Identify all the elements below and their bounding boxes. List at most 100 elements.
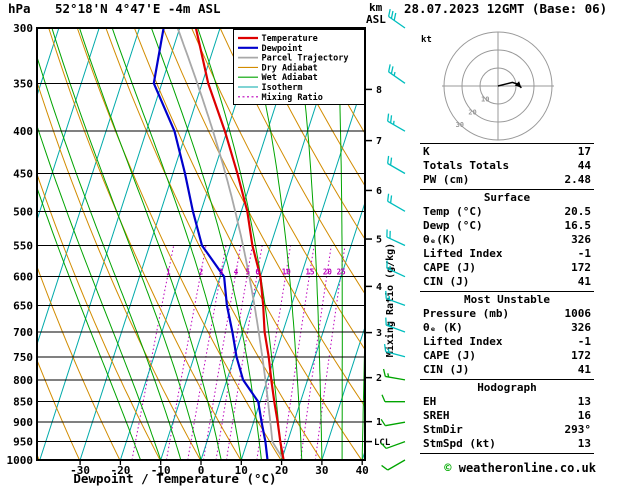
metric-row: θₑ(K) 326 <box>420 233 594 247</box>
legend-label: Wet Adiabat <box>262 72 318 83</box>
isotherm-line <box>79 28 221 460</box>
mixing-ratio-value-label: 10 <box>282 267 292 276</box>
pressure-tick-label: 650 <box>13 299 33 312</box>
km-tick-label: 1 <box>376 417 382 428</box>
legend-label: Temperature <box>262 34 318 44</box>
metric-row: Lifted Index -1 <box>420 335 594 349</box>
pressure-tick-label: 900 <box>13 416 33 429</box>
metric-label: Pressure (mb) <box>423 307 510 320</box>
wind-barb <box>382 368 406 381</box>
temp-tick-label: -30 <box>70 464 90 477</box>
metric-value: 326 <box>571 321 591 334</box>
hodograph-ring <box>443 31 553 141</box>
metric-value: 326 <box>571 233 591 246</box>
pressure-tick-label: 600 <box>13 271 33 284</box>
panel-section: Most Unstable Pressure (mb) 1006 θₑ (K) 326 L… <box>420 291 594 379</box>
wet-adiabat-line <box>51 28 202 460</box>
pressure-tick-label: 1000 <box>7 454 34 467</box>
metric-value: -1 <box>577 247 591 260</box>
metric-value: 172 <box>571 261 591 274</box>
km-tick-label: 4 <box>376 282 382 293</box>
metric-row: EH 13 <box>420 395 594 409</box>
temp-tick-label: 40 <box>356 464 369 477</box>
mixing-ratio-value-labels: 1 2 3 4 5 6 10 15 20 25 <box>166 267 346 276</box>
metric-value: -1 <box>577 335 591 348</box>
pressure-tick-label: 700 <box>13 326 33 339</box>
hodograph-ring-label: 20 <box>468 108 476 116</box>
wind-barb <box>387 193 406 212</box>
metric-label: Lifted Index <box>423 335 503 348</box>
pressure-tick-label: 850 <box>13 396 33 409</box>
metric-label: Temp (°C) <box>423 205 483 218</box>
metric-row: Totals Totals 44 <box>420 159 594 173</box>
mixing-ratio-value-label: 20 <box>323 267 333 276</box>
metric-label: Totals Totals <box>423 159 510 172</box>
metric-label: θₑ(K) <box>423 233 457 246</box>
metric-label: PW (cm) <box>423 173 470 186</box>
mixing-ratio-value-label: 1 <box>166 267 171 276</box>
metric-label: Dewp (°C) <box>423 219 483 232</box>
mixing-ratio-line <box>131 245 175 460</box>
wind-barb <box>381 459 406 471</box>
metric-value: 13 <box>577 437 591 450</box>
hodograph-arrow <box>514 81 522 88</box>
temp-tick-label: 20 <box>275 464 288 477</box>
km-tick-label: 7 <box>376 136 382 147</box>
metric-label: StmSpd (kt) <box>423 437 496 450</box>
pressure-tick-label: 800 <box>13 374 33 387</box>
copyright: © weatheronline.co.uk <box>406 461 596 475</box>
copyright-text: weatheronline.co.uk <box>451 461 596 475</box>
pressure-tick-label: 550 <box>13 239 33 252</box>
wind-barb <box>383 343 406 358</box>
metric-label: θₑ (K) <box>423 321 463 334</box>
indices-panel: K 17 Totals Totals 44 PW (cm) 2.48 Surface Temp… <box>420 143 594 454</box>
lcl-label: LCL <box>374 438 391 448</box>
pressure-tick-label: 450 <box>13 167 33 180</box>
mixing-ratio-value-label: 3 <box>219 267 224 276</box>
isotherm-line <box>39 28 181 460</box>
altitude-axis: 1 2 3 4 5 6 7 8 <box>366 85 382 443</box>
metric-label: CAPE (J) <box>423 261 476 274</box>
metric-row: Dewp (°C) 16.5 <box>420 219 594 233</box>
pressure-tick-label: 750 <box>13 351 33 364</box>
temp-tick-label: -10 <box>151 464 171 477</box>
copyright-symbol: © <box>444 461 452 475</box>
mixing-ratio-line <box>203 245 242 460</box>
hodograph-ring-label: 30 <box>456 121 464 129</box>
mixing-ratio-line <box>314 245 346 460</box>
metric-row: SREH 16 <box>420 409 594 423</box>
mixing-ratio-line <box>226 245 263 460</box>
wind-barb <box>380 418 406 427</box>
metric-value: 172 <box>571 349 591 362</box>
metric-label: K <box>423 145 430 158</box>
pressure-tick-label: 300 <box>13 22 33 35</box>
legend-label: Dewpoint <box>262 43 303 54</box>
km-tick-label: 3 <box>376 328 382 339</box>
wind-barb <box>387 64 406 84</box>
panel-section-title: Surface <box>483 191 531 204</box>
metric-label: StmDir <box>423 423 463 436</box>
metric-label: SREH <box>423 409 450 422</box>
wind-barb <box>387 113 406 132</box>
metric-row: CIN (J) 41 <box>420 275 594 289</box>
pressure-unit-label: hPa <box>8 1 31 16</box>
dry-adiabat-line <box>219 28 365 295</box>
metric-row: K 17 <box>420 145 594 159</box>
wind-barb <box>386 229 406 247</box>
km-tick-label: 2 <box>376 373 382 384</box>
dewpoint-curve <box>152 28 269 460</box>
datetime-title: 28.07.2023 12GMT (Base: 06) <box>404 1 607 16</box>
metric-label: EH <box>423 395 437 408</box>
hodograph-ring-label: 10 <box>481 96 489 104</box>
mixing-ratio-value-label: 25 <box>337 267 346 276</box>
sounding-profiles <box>152 28 285 460</box>
metric-row: Temp (°C) 20.5 <box>420 205 594 219</box>
pressure-tick-label: 950 <box>13 436 33 449</box>
metric-row: θₑ (K) 326 <box>420 321 594 335</box>
pressure-tick-label: 400 <box>13 125 33 138</box>
temperature-curve <box>194 28 285 460</box>
pressure-tick-label: 500 <box>13 205 33 218</box>
isotherm-line <box>321 325 365 460</box>
